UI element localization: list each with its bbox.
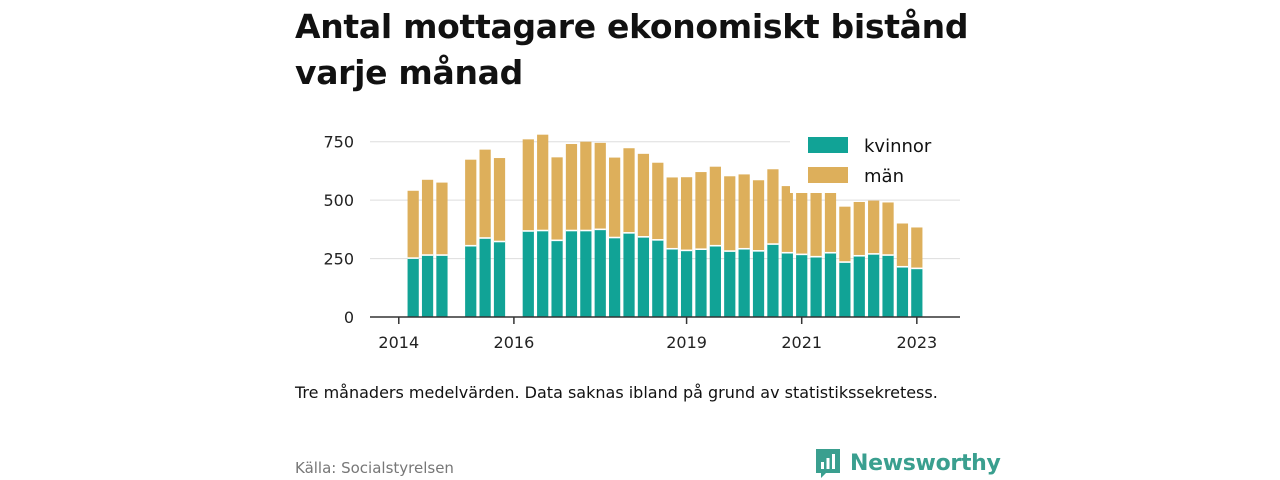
bar-kvinnor bbox=[623, 232, 635, 317]
bar-man bbox=[580, 141, 592, 231]
bar-kvinnor bbox=[868, 253, 880, 317]
stacked-bar-chart: 0 250 500 750 2014 2016 2019 2021 2023 kvinnor m… bbox=[323, 127, 970, 352]
bar-kvinnor bbox=[594, 229, 606, 317]
legend-swatch[interactable] bbox=[808, 167, 848, 183]
bar-kvinnor bbox=[911, 268, 923, 317]
y-tick-label: 500 bbox=[323, 191, 354, 210]
x-tick-label: 2014 bbox=[378, 333, 419, 352]
y-tick-label: 250 bbox=[323, 250, 354, 269]
bar-kvinnor bbox=[882, 255, 894, 317]
y-tick-labels: 0 250 500 750 bbox=[323, 133, 354, 327]
x-tick-label: 2023 bbox=[896, 333, 937, 352]
bar-man bbox=[666, 177, 678, 249]
bar-kvinnor bbox=[738, 248, 750, 317]
bar-kvinnor bbox=[609, 237, 621, 317]
bar-man bbox=[522, 139, 534, 231]
chart-title: Antal mottagare ekonomiskt bistånd varje… bbox=[295, 7, 969, 92]
bar-man bbox=[436, 182, 448, 256]
bar-man bbox=[652, 162, 664, 240]
chart-note: Tre månaders medelvärden. Data saknas ib… bbox=[295, 383, 938, 402]
bar-man bbox=[594, 142, 606, 230]
bar-man bbox=[407, 190, 419, 259]
bar-man bbox=[896, 223, 909, 267]
bar-kvinnor bbox=[436, 255, 448, 317]
bar-man bbox=[781, 186, 793, 253]
bar-man bbox=[810, 191, 822, 257]
bar-man bbox=[824, 191, 837, 253]
bar-man bbox=[767, 169, 779, 245]
bar-kvinnor bbox=[839, 262, 851, 317]
bar-man bbox=[537, 134, 549, 231]
bar-man bbox=[551, 157, 563, 241]
bar-kvinnor bbox=[724, 251, 736, 317]
bar-kvinnor bbox=[565, 230, 578, 317]
bar-kvinnor bbox=[637, 236, 650, 317]
bar-kvinnor bbox=[666, 248, 678, 317]
bar-kvinnor bbox=[652, 239, 664, 317]
bar-kvinnor bbox=[465, 245, 477, 317]
bar-kvinnor bbox=[810, 256, 822, 317]
y-tick-label: 0 bbox=[344, 308, 354, 327]
bar-man bbox=[796, 190, 808, 255]
bar-kvinnor bbox=[896, 266, 909, 317]
bar-man bbox=[493, 158, 506, 242]
bar-man bbox=[465, 159, 477, 246]
bar-man bbox=[637, 153, 650, 237]
x-tick-label: 2021 bbox=[781, 333, 822, 352]
bar-kvinnor bbox=[551, 240, 563, 317]
bar-kvinnor bbox=[522, 230, 534, 317]
x-tick-label: 2016 bbox=[494, 333, 535, 352]
x-tick-label: 2019 bbox=[666, 333, 707, 352]
bar-kvinnor bbox=[752, 250, 765, 317]
bar-kvinnor bbox=[537, 230, 549, 317]
bar-man bbox=[623, 148, 635, 233]
x-ticks: 2014 2016 2019 2021 2023 bbox=[378, 317, 937, 352]
bar-man bbox=[839, 206, 851, 263]
bar-man bbox=[421, 179, 434, 256]
bar-kvinnor bbox=[680, 250, 693, 317]
bar-kvinnor bbox=[695, 249, 707, 317]
newsworthy-name: Newsworthy bbox=[850, 450, 1001, 476]
bar-kvinnor bbox=[824, 252, 837, 317]
bar-kvinnor bbox=[479, 237, 491, 317]
bar-man bbox=[709, 166, 721, 246]
bar-kvinnor bbox=[767, 244, 779, 317]
bar-man bbox=[695, 172, 707, 250]
bar-kvinnor bbox=[407, 258, 419, 317]
bar-man bbox=[911, 227, 923, 269]
bar-kvinnor bbox=[493, 241, 506, 317]
bar-man bbox=[752, 180, 765, 251]
legend-swatch[interactable] bbox=[808, 137, 848, 153]
y-tick-label: 750 bbox=[323, 133, 354, 152]
legend[interactable]: kvinnor män bbox=[790, 127, 970, 193]
bar-man bbox=[680, 177, 693, 251]
legend-label[interactable]: män bbox=[864, 166, 904, 187]
bar-kvinnor bbox=[853, 255, 865, 317]
source-credit: Källa: Socialstyrelsen bbox=[295, 459, 454, 477]
legend-label[interactable]: kvinnor bbox=[864, 136, 932, 157]
bar-man bbox=[724, 176, 736, 252]
bar-man bbox=[738, 174, 750, 249]
bars bbox=[407, 134, 923, 317]
bar-kvinnor bbox=[709, 245, 721, 317]
bar-man bbox=[853, 201, 865, 256]
newsworthy-logo-icon bbox=[816, 449, 840, 478]
bar-man bbox=[479, 149, 491, 238]
bar-man bbox=[609, 157, 621, 238]
bar-kvinnor bbox=[580, 230, 592, 317]
bar-kvinnor bbox=[796, 254, 808, 317]
bar-kvinnor bbox=[421, 255, 434, 317]
bar-kvinnor bbox=[781, 252, 793, 317]
bar-man bbox=[868, 200, 880, 254]
bar-man bbox=[565, 144, 578, 231]
newsworthy-brand[interactable]: Newsworthy bbox=[814, 447, 1001, 479]
bar-man bbox=[882, 202, 894, 256]
